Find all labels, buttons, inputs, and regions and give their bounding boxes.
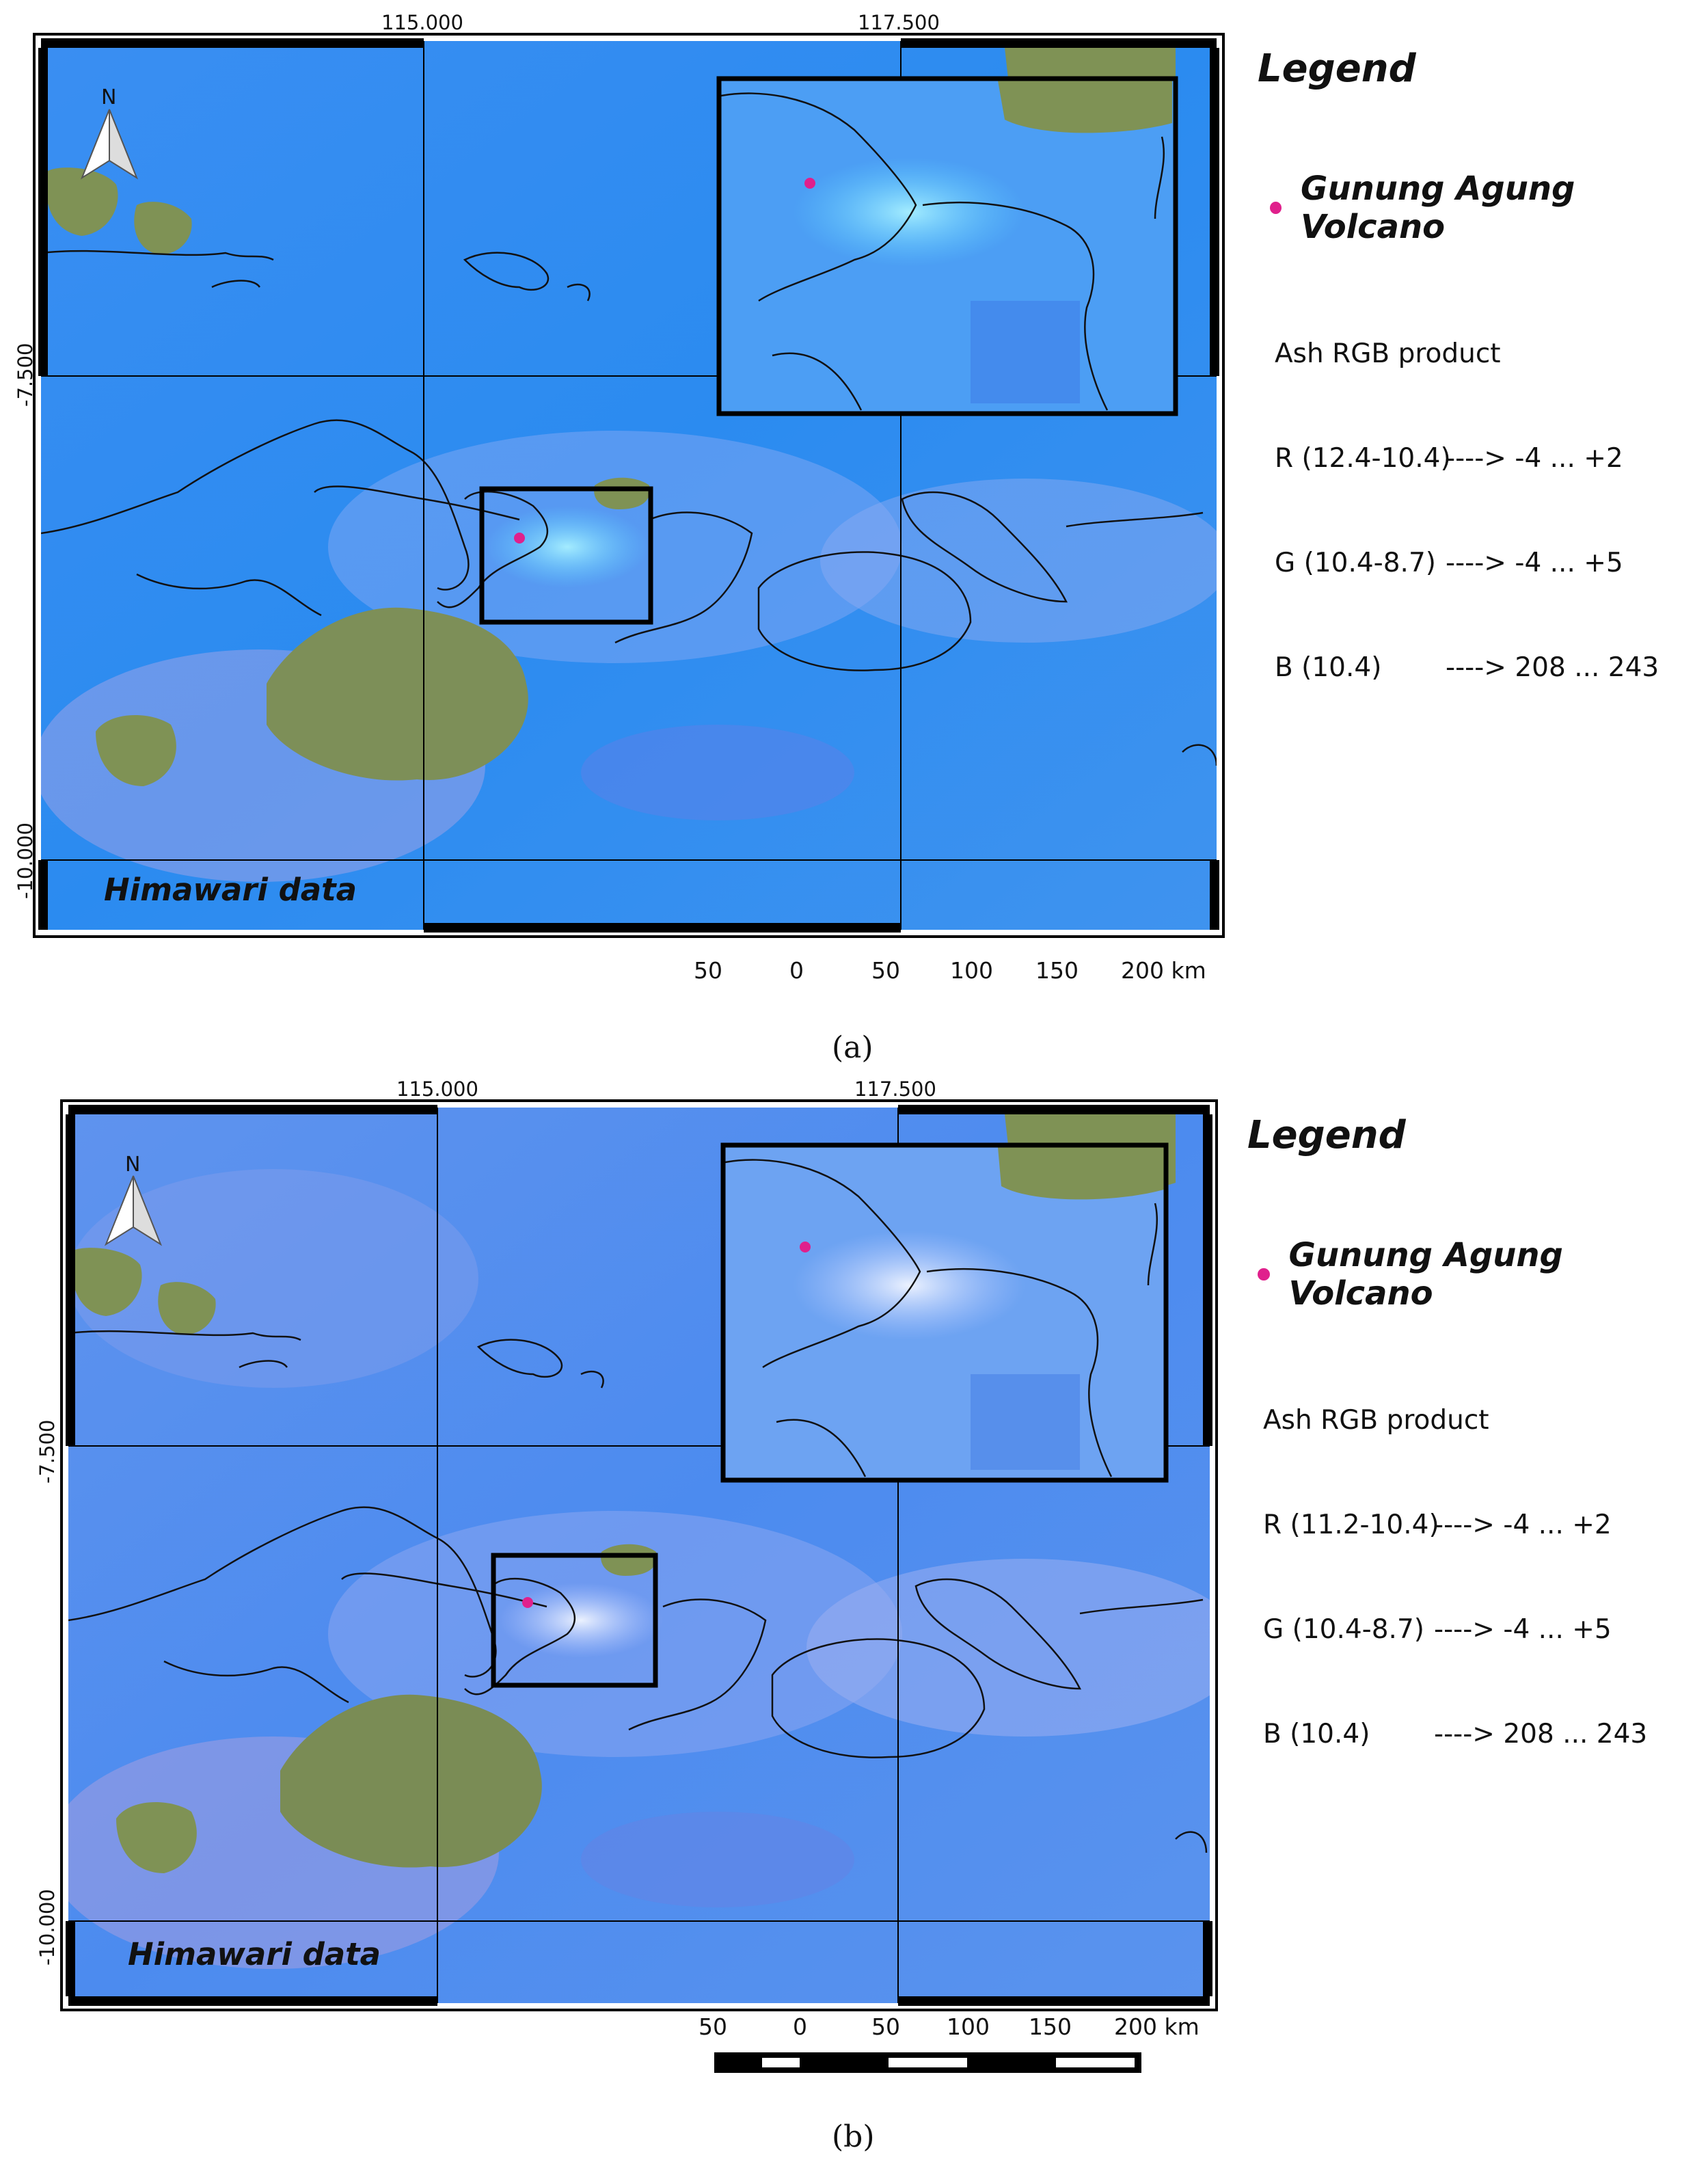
y-tick-label: -10.000 [36,1889,59,1966]
zoom-inset [720,1142,1169,1483]
legend-volcano-item: Gunung Agung Volcano [1258,1236,1708,1313]
satellite-map-b [60,1099,1218,2073]
satellite-map-a [33,33,1225,938]
map-border-bars [66,1105,1212,2006]
band-r: R (11.2-10.4) [1263,1510,1439,1540]
map-border-bars [38,38,1219,933]
north-arrow-icon [104,1175,163,1246]
zoom-inset [716,76,1178,416]
magenta-dot-icon [1270,202,1282,214]
scale-label: 0 [793,2013,807,2040]
range-g: ----> -4 ... +5 [1446,548,1623,578]
ash-cloud-large [267,607,528,781]
range-g: ----> -4 ... +5 [1434,1614,1612,1645]
ash-cloud-large [280,1694,542,1868]
ash-cloud-small [116,1802,197,1873]
band-b: B (10.4) [1263,1719,1370,1749]
range-r: ----> -4 ... +2 [1446,443,1623,474]
legend-title: Legend [1258,46,1416,91]
y-tick-label: -7.500 [14,343,37,407]
scale-label: 150 [1035,957,1079,984]
map-panel-a: 115.000 117.500 -7.500 -10.000 N Himawar… [0,0,1708,1073]
area-of-interest-box [491,1553,658,1688]
band-b: B (10.4) [1275,652,1382,683]
volcano-marker [522,1597,533,1608]
scale-label: 200 km [1114,2013,1199,2040]
scale-label: 100 [950,957,993,984]
scale-label: 200 km [1121,957,1206,984]
band-g: G (10.4-8.7) [1275,548,1436,578]
range-b: ----> 208 ... 243 [1446,652,1659,683]
scale-label: 50 [699,2013,727,2040]
x-tick-label: 115.000 [381,11,463,34]
scale-label: 50 [694,957,722,984]
band-r: R (12.4-10.4) [1275,443,1451,474]
range-r: ----> -4 ... +2 [1434,1510,1612,1540]
source-label: Himawari data [104,872,357,908]
x-tick-label: 115.000 [396,1077,478,1101]
y-tick-label: -10.000 [14,822,37,899]
volcano-marker-inset [800,1242,811,1252]
x-tick-label: 117.500 [858,11,940,34]
figure-caption: (a) [832,1030,873,1065]
ash-plume [499,1583,663,1658]
volcano-marker [514,533,525,544]
scale-label: 50 [871,957,900,984]
map-panel-b: 115.000 117.500 -7.500 -10.000 N Himawar… [0,1073,1708,2172]
scale-label: 100 [947,2013,990,2040]
product-title: Ash RGB product [1263,1405,1489,1436]
scale-label: 0 [789,957,804,984]
range-b: ----> 208 ... 243 [1434,1719,1648,1749]
volcano-marker-inset [804,178,815,189]
scale-bar [714,2052,1141,2073]
legend-volcano-label: Gunung Agung Volcano [1301,170,1575,246]
north-arrow-icon [80,109,139,180]
ash-rgb-legend: Ash RGB product R (12.4-10.4) ----> -4 ..… [1275,267,1659,755]
ash-rgb-legend: Ash RGB product R (11.2-10.4) ----> -4 ..… [1263,1333,1647,1821]
ash-plume [485,506,649,588]
graticule [41,41,1217,930]
source-label: Himawari data [128,1936,381,1972]
area-of-interest-box [479,486,653,625]
scale-label: 50 [871,2013,900,2040]
y-tick-label: -7.500 [36,1419,59,1484]
north-label: N [101,85,117,109]
product-title: Ash RGB product [1275,338,1501,369]
band-g: G (10.4-8.7) [1263,1614,1424,1645]
legend-volcano-item: Gunung Agung Volcano [1270,170,1708,246]
legend-volcano-label: Gunung Agung Volcano [1288,1236,1563,1313]
x-tick-label: 117.500 [854,1077,936,1101]
north-label: N [125,1153,141,1177]
figure-caption: (b) [832,2119,875,2154]
legend-title: Legend [1247,1113,1406,1157]
ash-cloud-small [96,715,176,786]
scale-label: 150 [1029,2013,1072,2040]
magenta-dot-icon [1258,1268,1270,1281]
